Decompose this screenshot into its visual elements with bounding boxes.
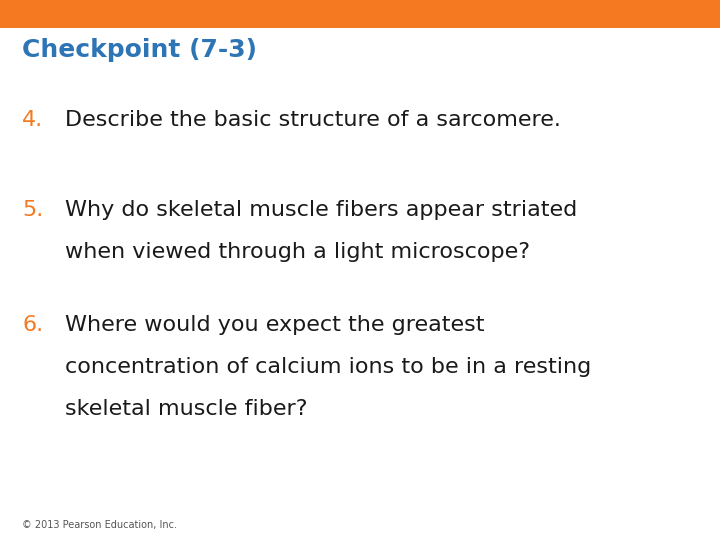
Text: Describe the basic structure of a sarcomere.: Describe the basic structure of a sarcom… (65, 110, 561, 130)
Bar (0, 0, 720, 28)
Text: 6.: 6. (22, 315, 43, 335)
Text: concentration of calcium ions to be in a resting: concentration of calcium ions to be in a… (65, 357, 591, 377)
Text: Where would you expect the greatest: Where would you expect the greatest (65, 315, 485, 335)
Text: when viewed through a light microscope?: when viewed through a light microscope? (65, 242, 530, 262)
Text: 5.: 5. (22, 200, 43, 220)
Text: Checkpoint (7-3): Checkpoint (7-3) (22, 38, 257, 62)
Text: © 2013 Pearson Education, Inc.: © 2013 Pearson Education, Inc. (22, 520, 177, 530)
Text: skeletal muscle fiber?: skeletal muscle fiber? (65, 399, 307, 419)
Text: 4.: 4. (22, 110, 43, 130)
Text: Why do skeletal muscle fibers appear striated: Why do skeletal muscle fibers appear str… (65, 200, 577, 220)
